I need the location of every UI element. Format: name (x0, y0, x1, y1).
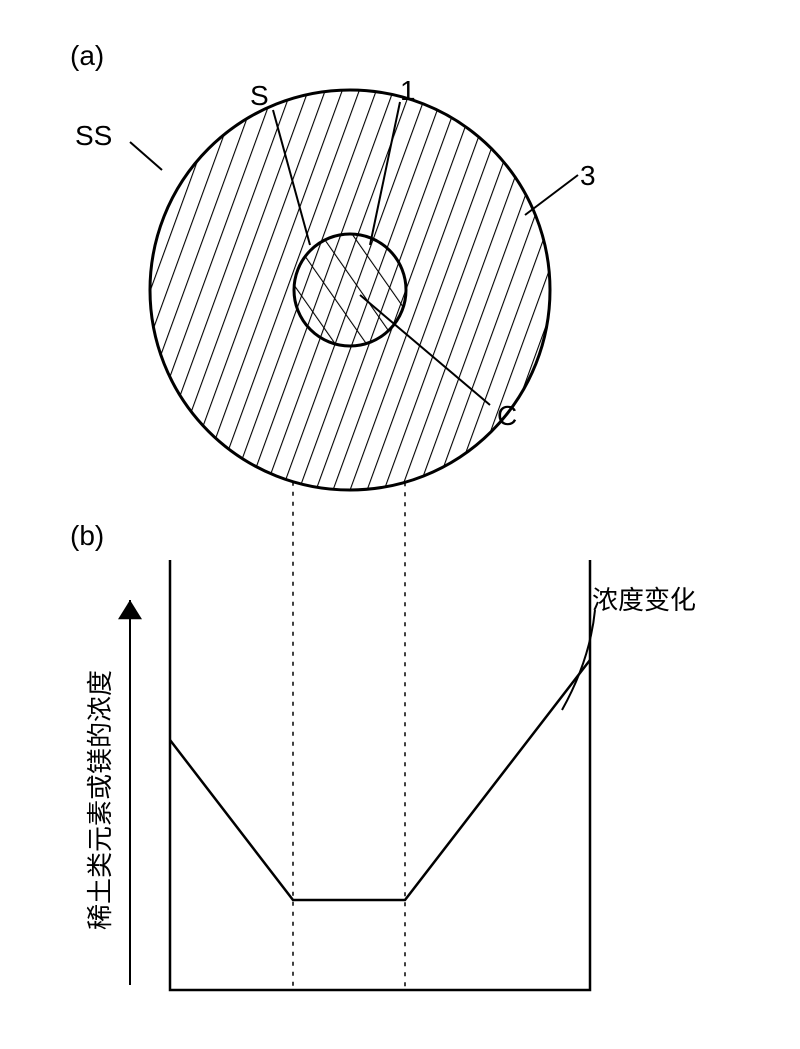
yaxis-label: 稀土类元素或镁的浓度 (80, 670, 117, 930)
subfig-label-a: (a) (70, 40, 104, 72)
subfig-label-b: (b) (70, 520, 104, 552)
label-s: S (250, 80, 269, 112)
figure-svg (0, 0, 800, 1049)
label-three: 3 (580, 160, 596, 192)
label-ss: SS (75, 120, 112, 152)
curve-label: 浓度变化 (592, 580, 696, 617)
label-one: 1 (400, 75, 416, 107)
label-c: C (497, 400, 517, 432)
